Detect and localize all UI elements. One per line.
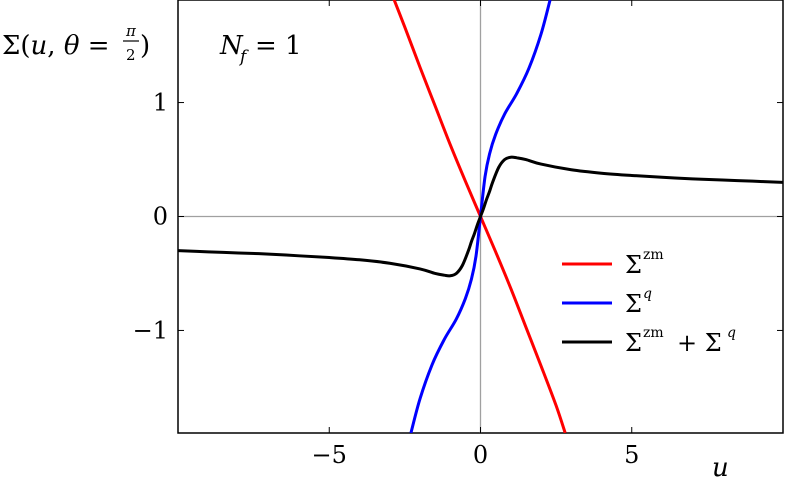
svg-text:zm: zm bbox=[643, 247, 664, 263]
svg-text:2: 2 bbox=[126, 46, 136, 64]
legend-label-q: Σ q bbox=[625, 286, 652, 318]
svg-text:= 1: = 1 bbox=[255, 31, 302, 61]
svg-text:+ Σ: + Σ bbox=[677, 329, 722, 357]
series-group bbox=[178, 0, 783, 433]
legend-label-sum: Σ zm + Σ q bbox=[625, 325, 736, 357]
svg-text:q: q bbox=[727, 325, 736, 341]
svg-text:zm: zm bbox=[643, 325, 664, 341]
y-axis-label-fraction: π 2 ) bbox=[123, 22, 150, 64]
legend-label-zm: Σ zm bbox=[625, 247, 664, 279]
x-tick-label: 0 bbox=[473, 441, 488, 469]
svg-text:Σ: Σ bbox=[625, 329, 642, 357]
svg-text:): ) bbox=[140, 31, 150, 61]
y-ticks: −1 0 1 bbox=[133, 89, 783, 344]
y-tick-label: 1 bbox=[153, 89, 168, 117]
x-tick-label: 5 bbox=[624, 441, 639, 469]
svg-text:f: f bbox=[238, 47, 249, 67]
x-tick-label: −5 bbox=[312, 441, 347, 469]
svg-text:Σ: Σ bbox=[625, 290, 642, 318]
y-tick-label: −1 bbox=[133, 316, 168, 344]
series-line-sum bbox=[178, 155, 783, 278]
svg-text:N: N bbox=[219, 31, 244, 61]
x-ticks: −5 0 5 bbox=[312, 0, 639, 469]
y-axis-label: Σ(u, θ = bbox=[2, 31, 110, 61]
x-axis-label: u bbox=[712, 453, 729, 482]
svg-text:Σ: Σ bbox=[625, 251, 642, 279]
nf-annotation: N f = 1 bbox=[219, 31, 302, 67]
legend: Σ zm Σ q Σ zm + Σ q bbox=[562, 247, 736, 357]
svg-text:q: q bbox=[643, 286, 652, 302]
y-tick-label: 0 bbox=[153, 203, 168, 231]
svg-text:π: π bbox=[125, 22, 137, 40]
